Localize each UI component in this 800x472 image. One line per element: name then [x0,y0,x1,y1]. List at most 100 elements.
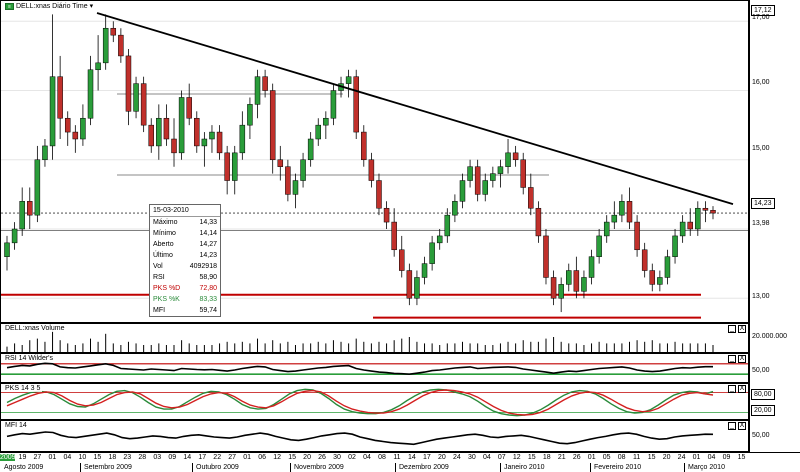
date-tick: 20 [437,454,446,461]
close-icon[interactable]: X [738,385,746,393]
candle-body [687,221,693,230]
close-icon[interactable]: X [738,422,746,430]
candle-body [566,270,572,285]
info-box: 15-03-2010 Máximo 14,33 Mínimo 14,14 Aberto 1… [149,204,221,317]
candle-body [262,76,268,91]
month-separator [192,463,193,472]
mfi-panel[interactable]: MFI 14 _ X [0,420,749,452]
minimize-icon[interactable]: _ [728,385,736,393]
date-tick: 08 [378,454,386,461]
price-panel[interactable]: ≡ DELL:xnas Diário Time ▾ 15-03-2010 Máx… [0,0,749,323]
minimize-icon[interactable]: _ [728,325,736,333]
month-label: Março 2010 [688,464,725,471]
volume-panel-controls: _ X [728,325,746,333]
candle-body [315,124,321,140]
rsi-chart[interactable] [1,354,749,383]
candle-body [399,249,405,271]
candle-body [330,90,337,119]
candle-body [596,235,602,257]
candle-body [429,242,435,264]
candle-body [391,221,397,251]
candle-body [679,221,686,237]
candle-body [125,55,132,112]
candle-body [581,277,587,292]
month-separator [395,463,396,472]
candle-body [27,201,33,216]
minimize-icon[interactable]: _ [728,355,736,363]
volume-chart[interactable] [1,324,749,353]
minimize-icon[interactable]: _ [728,422,736,430]
month-separator [590,463,591,472]
date-tick: 04 [63,454,72,461]
candle-body [474,166,481,195]
volume-title: DELL:xnas Volume [5,325,65,332]
candle-body [588,256,595,278]
chart-icon: ≡ [5,2,14,10]
month-label: Agosto 2009 [4,464,44,471]
candle-body [72,131,79,140]
info-label: Máximo [153,219,178,226]
pks-chart[interactable] [1,384,749,420]
date-tick: 15 [93,454,102,461]
candle-body [368,159,375,181]
info-label: Mínimo [153,230,176,237]
candle-body [619,201,625,216]
candle-body [148,124,154,147]
rsi-panel-title: RSI 14 Wilder's [5,355,56,362]
candle-body [269,90,276,161]
candle-body [87,69,94,119]
price-axis-last-value: 14,23 [751,198,775,209]
candle-body [102,27,109,64]
candle-body [292,180,299,195]
month-label: Outubro 2009 [196,464,239,471]
close-icon[interactable]: X [738,355,746,363]
info-row: Mínimo 14,14 [150,228,220,239]
info-label: MFI [153,307,166,314]
date-tick: 2009 [0,454,16,461]
date-tick: 04 [363,454,371,461]
trendline [96,12,734,205]
candle-body [512,152,519,161]
candle-body [505,152,511,167]
month-separator [684,463,685,472]
candle-body [178,97,185,154]
date-tick: 11 [393,454,401,461]
date-tick: 17 [198,454,207,461]
candle-body [444,214,451,237]
date-tick: 11 [633,454,641,461]
candle-body [49,76,56,147]
date-tick: 01 [48,454,57,461]
candle-body [186,97,192,119]
info-row: Vol 4092918 [150,261,220,272]
candle-body [641,249,648,271]
close-icon[interactable]: X [738,325,746,333]
date-tick: 03 [153,454,162,461]
pks-panel-title: PKS 14 3 5 [5,385,43,392]
candle-body [459,180,466,202]
info-label: Aberto [153,241,174,248]
candle-body [603,221,610,237]
date-tick: 01 [243,454,252,461]
date-tick: 24 [677,454,686,461]
rsi-panel[interactable]: RSI 14 Wilder's _ X [0,353,749,383]
volume-tick: 20.000.000 [752,333,788,340]
candle-body [520,159,526,188]
month-separator [500,463,501,472]
info-label: Último [153,252,173,259]
candle-body [277,159,284,167]
chevron-down-icon[interactable]: ▾ [89,3,94,10]
candle-body [467,166,473,181]
price-chart[interactable] [1,1,749,323]
date-tick: 20 [303,454,311,461]
candle-body [57,76,63,119]
pks-panel[interactable]: PKS 14 3 5 _ X [0,383,749,420]
volume-panel[interactable]: DELL:xnas Volume _ X [0,323,749,353]
candle-body [300,159,306,181]
candle-body [285,166,291,195]
candle-body [528,187,534,209]
candle-body [95,62,101,71]
date-tick: 21 [557,454,566,461]
candle-body [664,256,671,278]
mfi-chart[interactable] [1,421,749,452]
date-tick: 01 [587,454,596,461]
